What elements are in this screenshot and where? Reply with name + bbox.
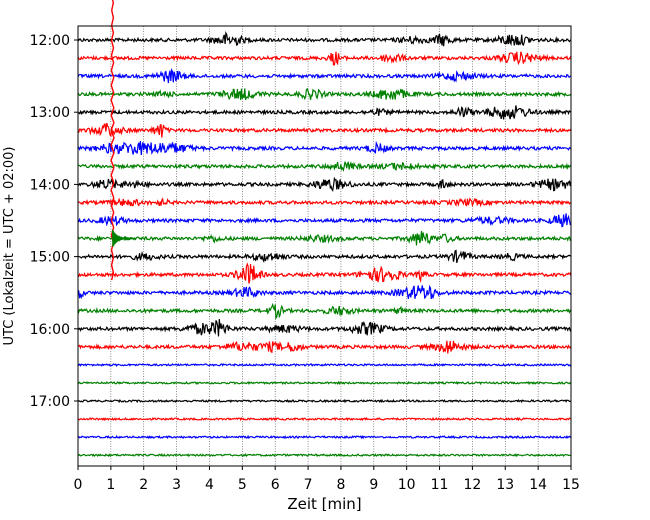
trace-row-22 <box>77 434 572 440</box>
trace-row-0 <box>77 30 572 47</box>
trace-row-16 <box>77 318 572 337</box>
y-axis-ticks: 12:00 13:00 14:00 15:00 16:00 17:00 <box>30 33 78 410</box>
trace-row-15 <box>77 302 572 320</box>
trace-row-13 <box>77 262 572 284</box>
trace-row-5 <box>77 122 572 138</box>
x-tick-label-1: 1 <box>106 477 115 493</box>
x-tick-label-15: 15 <box>562 477 580 493</box>
y-tick-label-3: 15:00 <box>30 250 70 266</box>
plot-frame <box>77 25 572 467</box>
x-axis-ticks: 0 1 2 3 4 5 6 7 8 9 10 11 12 13 14 15 <box>74 466 580 493</box>
x-tick-label-3: 3 <box>172 477 181 493</box>
trace-row-10 <box>77 213 572 228</box>
trace-row-1 <box>77 51 572 66</box>
trace-row-11 <box>77 231 572 246</box>
trace-row-20 <box>77 398 572 404</box>
trace-row-4 <box>77 105 572 120</box>
x-tick-label-2: 2 <box>139 477 148 493</box>
y-tick-label-2: 14:00 <box>30 177 70 193</box>
trace-row-9 <box>77 197 572 208</box>
trace-row-23 <box>77 453 572 458</box>
trace-row-2 <box>77 67 571 84</box>
x-tick-label-8: 8 <box>336 477 345 493</box>
x-tick-label-0: 0 <box>74 477 83 493</box>
trace-row-12 <box>77 249 572 264</box>
trace-row-18 <box>77 362 572 368</box>
y-axis-label: UTC (Lokalzeit = UTC + 02:00) <box>2 147 17 346</box>
y-tick-label-1: 13:00 <box>30 105 70 121</box>
trace-row-17 <box>77 340 572 354</box>
x-tick-label-6: 6 <box>271 477 280 493</box>
event-coda-0 <box>111 229 137 247</box>
x-tick-label-11: 11 <box>431 477 449 493</box>
x-tick-label-10: 10 <box>398 477 416 493</box>
seismic-traces <box>77 30 572 458</box>
x-tick-label-7: 7 <box>304 477 313 493</box>
grid-lines <box>110 26 539 466</box>
y-tick-label-0: 12:00 <box>30 33 70 49</box>
x-tick-label-9: 9 <box>369 477 378 493</box>
trace-row-14 <box>77 284 572 300</box>
x-axis-label: Zeit [min] <box>287 495 361 513</box>
x-tick-label-4: 4 <box>205 477 214 493</box>
x-tick-label-12: 12 <box>463 477 481 493</box>
event-markers <box>110 0 137 281</box>
y-tick-label-4: 16:00 <box>30 322 70 338</box>
trace-row-6 <box>77 140 572 155</box>
trace-row-7 <box>77 160 572 172</box>
x-tick-label-14: 14 <box>529 477 547 493</box>
trace-row-21 <box>77 416 572 422</box>
trace-row-3 <box>77 87 572 101</box>
x-tick-label-5: 5 <box>238 477 247 493</box>
x-tick-label-13: 13 <box>496 477 514 493</box>
trace-row-8 <box>77 176 572 192</box>
trace-row-19 <box>77 380 572 386</box>
y-tick-label-5: 17:00 <box>30 394 70 410</box>
